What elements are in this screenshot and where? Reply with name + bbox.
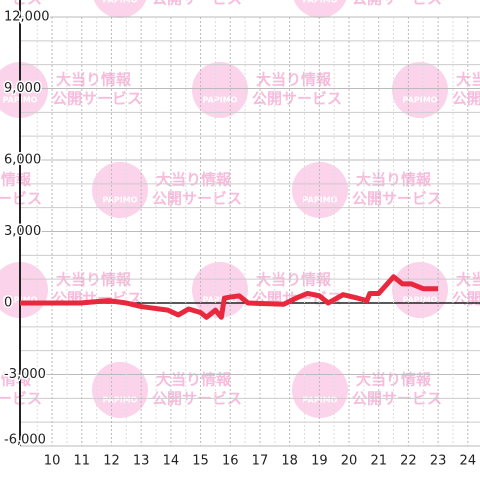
- data-line: [20, 274, 439, 320]
- x-tick-label: 13: [133, 454, 150, 469]
- x-tick-label: 21: [370, 454, 387, 469]
- x-tick-label: 12: [103, 454, 120, 469]
- watermark-logo: PAPIMO: [103, 396, 138, 405]
- watermark-line: 大当り情報: [0, 171, 32, 189]
- watermark-circle: [292, 362, 348, 418]
- watermark-logo: PAPIMO: [303, 396, 338, 405]
- watermark-line: 公開サービス: [352, 190, 442, 208]
- watermark-logo: PAPIMO: [403, 96, 438, 105]
- watermark-circle: [192, 262, 248, 318]
- y-tick-label: -3,000: [4, 367, 46, 382]
- watermark-circle: [92, 362, 148, 418]
- watermark-circle: [392, 62, 448, 118]
- watermark-line: 公開サービス: [452, 90, 480, 108]
- x-tick-label: 11: [73, 454, 90, 469]
- watermark-logo: PAPIMO: [203, 296, 238, 305]
- watermark-line: 公開サービス: [352, 0, 442, 8]
- watermark-line: 大当り情報: [156, 371, 232, 389]
- x-tick-label: 19: [311, 454, 328, 469]
- watermark-line: 公開サービス: [0, 190, 42, 208]
- watermark-logo: PAPIMO: [303, 0, 338, 5]
- plot: [20, 274, 439, 320]
- x-tick-label: 15: [192, 454, 209, 469]
- watermark-line: 公開サービス: [252, 90, 342, 108]
- watermark-line: 大当り情報: [156, 171, 232, 189]
- x-tick-label: 16: [222, 454, 239, 469]
- watermark-logo: PAPIMO: [103, 196, 138, 205]
- watermark-line: 公開サービス: [0, 0, 42, 8]
- watermark-logo: PAPIMO: [203, 96, 238, 105]
- watermark-circle: [92, 162, 148, 218]
- watermark-circle: [0, 62, 48, 118]
- x-tick-label: 20: [341, 454, 358, 469]
- y-tick-label: 0: [4, 296, 12, 311]
- y-tick-label: 12,000: [4, 10, 50, 25]
- y-tick-label: 9,000: [4, 81, 41, 96]
- y-tick-label: -6,000: [4, 433, 46, 448]
- watermark-circle: [192, 62, 248, 118]
- x-tick-label: 18: [281, 454, 298, 469]
- x-tick-label: 14: [163, 454, 180, 469]
- x-tick-label: 10: [44, 454, 61, 469]
- watermark-line: 公開サービス: [152, 190, 242, 208]
- x-tick-label: 24: [460, 454, 477, 469]
- watermark-line: 大当り情報: [56, 71, 132, 89]
- x-tick-label: 17: [252, 454, 269, 469]
- y-tick-label: 6,000: [4, 153, 41, 168]
- watermark-circle: [93, 0, 147, 18]
- watermark-line: 公開サービス: [152, 0, 242, 8]
- watermark-logo: PAPIMO: [403, 296, 438, 305]
- watermark-line: 大当り情報: [256, 71, 332, 89]
- x-tick-label: 22: [400, 454, 417, 469]
- watermark-logo: PAPIMO: [103, 0, 138, 5]
- watermark-circle: [293, 0, 347, 18]
- watermark-logo: PAPIMO: [303, 196, 338, 205]
- y-tick-label: 3,000: [4, 224, 41, 239]
- grid: [19, 0, 480, 447]
- watermark-circle: [292, 162, 348, 218]
- x-tick-label: 23: [430, 454, 447, 469]
- watermark-line: 大当り情報: [456, 71, 480, 89]
- watermark-line: 公開サービス: [452, 290, 480, 308]
- labels: -6,000 -3,000 0 3,000 6,000 9,000 12,000 10 11 12…: [3, 8, 477, 469]
